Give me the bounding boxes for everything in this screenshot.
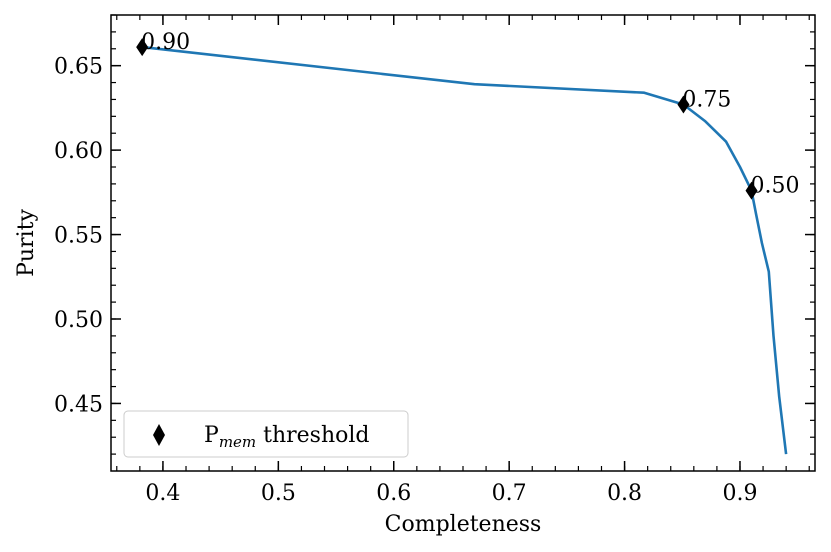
y-axis-title: Purity [14,209,39,277]
x-tick-label: 0.8 [607,481,642,506]
plot-area [136,38,788,455]
threshold-marker [677,95,690,114]
x-tick-label: 0.5 [261,481,296,506]
tick-labels: 0.4 0.5 0.6 0.7 0.8 0.9 0.45 0.50 0.55 0.60 0.65 0.… [54,30,799,506]
legend-marker-diamond [153,424,165,446]
legend-label-rest: threshold [256,423,369,448]
threshold-label: 0.90 [141,30,190,55]
threshold-marker [745,181,758,200]
legend-label: Pmem threshold [204,423,370,451]
threshold-marker [136,38,149,57]
x-tick-label: 0.4 [145,481,180,506]
legend-label-main: P [204,423,219,448]
threshold-label: 0.50 [751,174,800,199]
y-tick-label: 0.50 [54,308,103,333]
threshold-label: 0.75 [682,88,731,113]
y-tick-label: 0.60 [54,139,103,164]
plot-frame [110,14,816,472]
x-axis-title: Completeness [385,512,542,537]
legend: Pmem threshold [123,410,409,458]
y-tick-label: 0.55 [54,224,103,249]
x-tick-label: 0.6 [376,481,411,506]
legend-label-sub: mem [219,433,256,451]
axis-ticks [111,14,815,471]
y-tick-label: 0.45 [54,392,103,417]
x-tick-label: 0.9 [722,481,757,506]
series-line [142,45,788,455]
y-tick-label: 0.65 [54,55,103,80]
legend-box [123,410,409,458]
x-tick-label: 0.7 [492,481,527,506]
